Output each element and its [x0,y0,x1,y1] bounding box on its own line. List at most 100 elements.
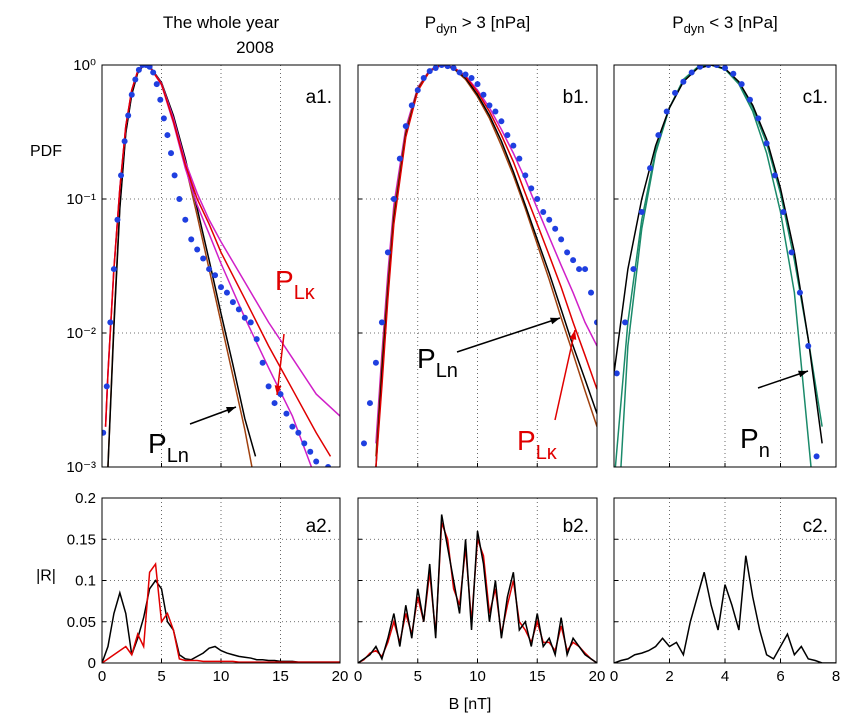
x-tick-label: 15 [272,668,289,685]
data-point [570,257,577,264]
data-point [738,81,745,88]
annotation: PLn [417,343,458,382]
data-line [620,65,812,467]
data-point [402,123,409,130]
data-point [360,440,367,447]
data-line [375,65,597,467]
data-point [522,172,529,179]
annotation-subscript: Lκ [536,442,558,464]
panel: 0 5 10 15 20 b2. B [nT] [354,497,606,713]
x-tick-label: 0 [98,668,106,685]
data-point [614,370,620,377]
data-point [372,359,379,366]
data-point [558,236,565,243]
x-tick-label: 20 [332,668,349,685]
x-tick-label: 20 [589,668,606,685]
data-point [594,319,597,326]
data-point [638,208,645,215]
title-subscript: dyn [684,21,705,36]
data-point [672,89,679,96]
data-point [125,112,132,119]
annotation-subscript: Ln [167,445,189,467]
data-point [713,65,720,68]
data-point [755,115,762,122]
y-tick-label: 0 [88,655,96,672]
annotation-text: P [148,428,167,459]
data-point [164,132,171,139]
data-point [132,76,139,83]
data-point [492,108,499,115]
data-point [283,410,290,417]
panel-label: c2. [803,516,828,537]
data-point [378,319,385,326]
data-point [313,458,320,465]
data-point [622,319,629,326]
annotation-text: P [275,265,294,296]
data-point [253,336,260,343]
data-point [663,108,670,115]
data-point [301,440,308,447]
data-point [546,216,553,223]
annotation: PLκ [517,425,558,464]
data-point [114,216,121,223]
x-tick-label: 10 [213,668,230,685]
data-point [390,196,397,202]
data-point [110,266,117,273]
data-point [212,272,219,279]
data-point [528,185,535,192]
data-point [516,155,523,162]
data-point [218,284,224,291]
annotation-subscript: Ln [436,360,458,382]
data-point [438,65,445,68]
arrow-head [226,407,236,414]
x-tick-label: 5 [157,668,165,685]
data-point [510,142,517,149]
data-point [247,319,254,326]
y-tick-label: 0.1 [75,573,96,590]
x-tick-label: 2 [665,668,673,685]
y-tick-label: 10⁰ [73,57,96,74]
data-point [588,289,595,296]
data-point [107,319,114,326]
data-point [474,81,481,88]
data-point [414,87,421,94]
panel: 0 5 10 15 20 0 0.05 0.1 0.15 0.2 a2. |R| [36,490,348,685]
data-point [705,65,712,68]
annotation-subscript: Lκ [294,282,316,304]
data-point [118,172,125,179]
plot-frame [101,497,341,664]
annotation: PLκ [275,265,316,304]
data-point [271,400,278,407]
data-point [396,155,403,162]
data-line [375,65,597,444]
data-point [504,132,511,139]
arrow-head [569,330,577,340]
data-point [171,172,178,179]
data-point [576,266,583,273]
data-point [432,65,439,71]
annotation-text: P [740,423,759,454]
data-point [128,91,135,98]
data-point [241,314,248,321]
arrow-head [550,317,560,325]
data-point [289,423,296,430]
x-tick-label: 4 [721,668,729,685]
panel: 0 2 4 6 8 c2. [610,497,840,685]
annotation-arrow [276,333,285,396]
data-point [188,236,195,243]
data-point [295,429,302,436]
x-tick-label: 6 [776,668,784,685]
data-point [688,69,695,76]
data-point [150,69,157,76]
data-point [168,150,175,157]
data-point [157,96,164,103]
panel-label: a1. [306,87,332,108]
data-point [552,225,559,232]
title-subscript: dyn [436,21,457,36]
annotation-subscript: n [759,440,770,462]
panel-subtitle: 2008 [236,38,274,57]
y-tick-label: 0.2 [75,490,96,507]
x-axis-label: B [nT] [449,696,492,713]
data-point [697,65,704,70]
data-point [277,391,284,398]
